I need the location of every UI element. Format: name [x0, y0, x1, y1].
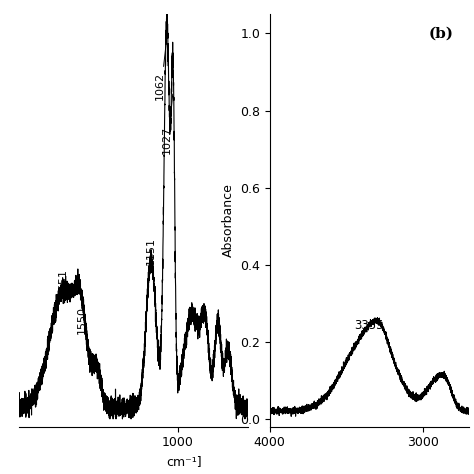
Text: cm⁻¹]: cm⁻¹] [166, 456, 202, 468]
Text: 1550: 1550 [77, 306, 87, 334]
Text: 1027: 1027 [162, 94, 173, 154]
Text: (b): (b) [428, 27, 453, 41]
Y-axis label: Absorbance: Absorbance [221, 183, 235, 257]
Text: 1651: 1651 [58, 267, 68, 296]
Text: 1151: 1151 [146, 237, 156, 265]
Text: 3355: 3355 [354, 319, 383, 332]
Text: 1062: 1062 [155, 40, 166, 100]
